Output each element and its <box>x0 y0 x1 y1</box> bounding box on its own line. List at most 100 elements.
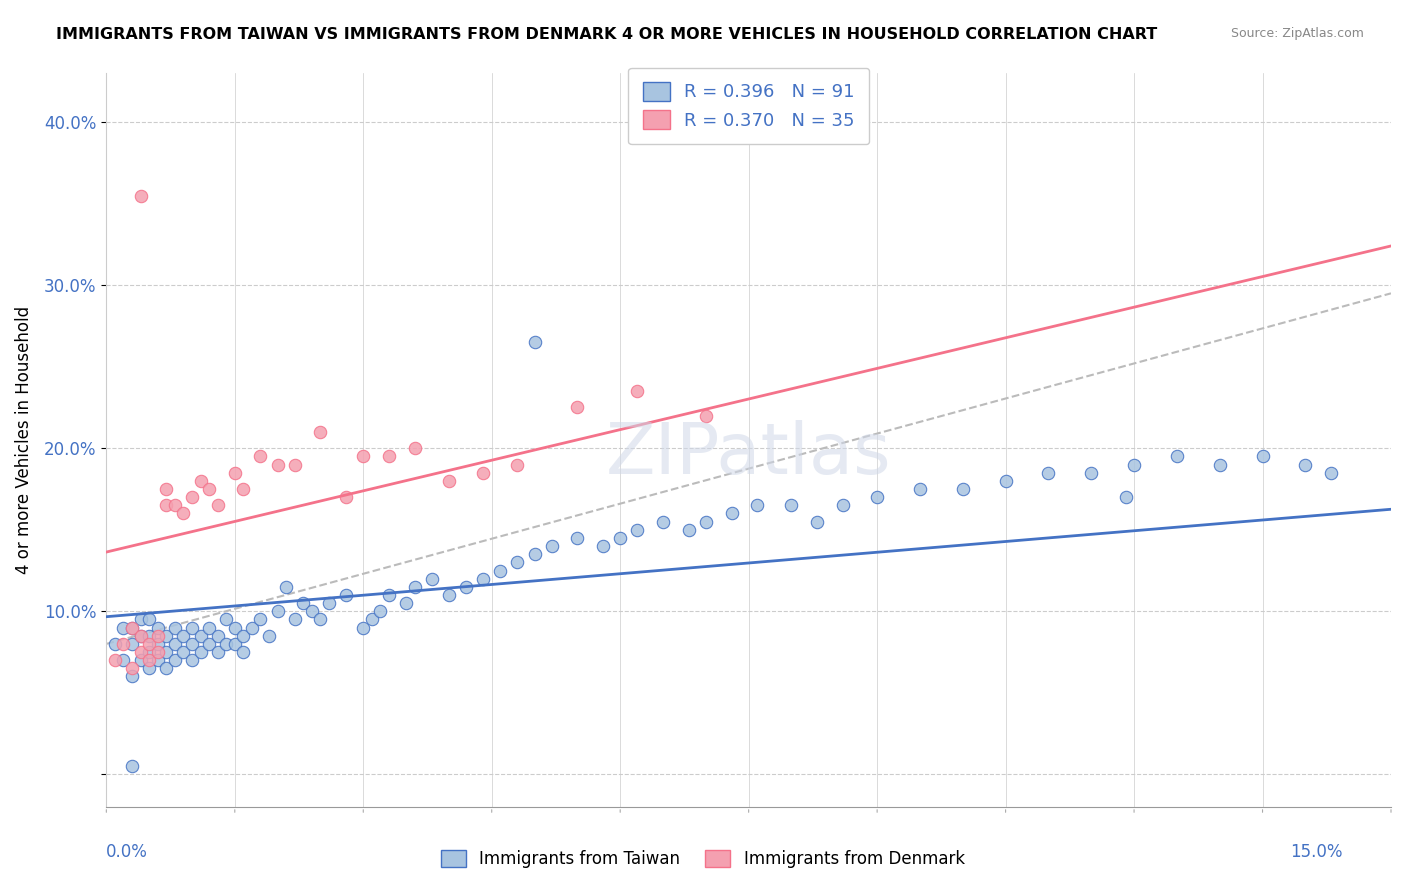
Point <box>190 629 212 643</box>
Point <box>146 645 169 659</box>
Point <box>146 629 169 643</box>
Point <box>146 621 169 635</box>
Point <box>207 629 229 643</box>
Legend: R = 0.396   N = 91, R = 0.370   N = 35: R = 0.396 N = 91, R = 0.370 N = 35 <box>628 68 869 145</box>
Point <box>352 450 374 464</box>
Point <box>121 637 143 651</box>
Point <box>232 645 254 659</box>
Point <box>104 653 127 667</box>
Y-axis label: 4 or more Vehicles in Household: 4 or more Vehicles in Household <box>15 306 32 574</box>
Point <box>181 653 204 667</box>
Point <box>129 188 152 202</box>
Point <box>652 515 675 529</box>
Point <box>172 645 194 659</box>
Point <box>121 669 143 683</box>
Point <box>155 498 177 512</box>
Point <box>155 645 177 659</box>
Point <box>284 458 307 472</box>
Point <box>866 490 889 504</box>
Point <box>198 482 221 496</box>
Point <box>567 531 589 545</box>
Point <box>224 466 246 480</box>
Point <box>155 482 177 496</box>
Text: IMMIGRANTS FROM TAIWAN VS IMMIGRANTS FROM DENMARK 4 OR MORE VEHICLES IN HOUSEHOL: IMMIGRANTS FROM TAIWAN VS IMMIGRANTS FRO… <box>56 27 1157 42</box>
Point <box>163 498 186 512</box>
Point <box>908 482 931 496</box>
Point <box>352 621 374 635</box>
Point <box>232 629 254 643</box>
Point <box>1209 458 1232 472</box>
Point <box>301 604 323 618</box>
Point <box>540 539 562 553</box>
Point <box>378 588 401 602</box>
Point <box>112 637 135 651</box>
Point <box>104 637 127 651</box>
Point <box>138 629 160 643</box>
Point <box>155 661 177 675</box>
Point <box>121 661 143 675</box>
Point <box>592 539 614 553</box>
Point <box>292 596 315 610</box>
Point <box>232 482 254 496</box>
Text: 15.0%: 15.0% <box>1291 843 1343 861</box>
Point <box>155 629 177 643</box>
Legend: Immigrants from Taiwan, Immigrants from Denmark: Immigrants from Taiwan, Immigrants from … <box>434 843 972 875</box>
Point <box>404 442 426 456</box>
Point <box>284 612 307 626</box>
Point <box>994 474 1017 488</box>
Point <box>1038 466 1060 480</box>
Point <box>695 409 717 423</box>
Point <box>309 612 332 626</box>
Point <box>257 629 280 643</box>
Point <box>129 612 152 626</box>
Point <box>129 653 152 667</box>
Point <box>276 580 298 594</box>
Point <box>1320 466 1343 480</box>
Text: ZIPatlas: ZIPatlas <box>606 420 891 489</box>
Point <box>489 564 512 578</box>
Point <box>472 466 495 480</box>
Point <box>138 637 160 651</box>
Point <box>1080 466 1102 480</box>
Point <box>626 384 648 399</box>
Point <box>146 653 169 667</box>
Point <box>523 335 546 350</box>
Point <box>215 612 238 626</box>
Point <box>780 498 803 512</box>
Point <box>523 547 546 561</box>
Point <box>172 507 194 521</box>
Point <box>112 653 135 667</box>
Point <box>138 661 160 675</box>
Point <box>224 637 246 651</box>
Point <box>454 580 477 594</box>
Point <box>695 515 717 529</box>
Point <box>335 490 357 504</box>
Point <box>437 588 460 602</box>
Point <box>146 637 169 651</box>
Point <box>952 482 974 496</box>
Point <box>249 612 271 626</box>
Point <box>129 645 152 659</box>
Point <box>404 580 426 594</box>
Point <box>129 629 152 643</box>
Point <box>1294 458 1316 472</box>
Point <box>1251 450 1274 464</box>
Point <box>163 621 186 635</box>
Point <box>506 458 529 472</box>
Point <box>198 637 221 651</box>
Point <box>370 604 392 618</box>
Point <box>138 653 160 667</box>
Point <box>1114 490 1136 504</box>
Point <box>163 653 186 667</box>
Point <box>181 621 204 635</box>
Point <box>747 498 769 512</box>
Point <box>190 474 212 488</box>
Point <box>678 523 700 537</box>
Point <box>567 401 589 415</box>
Point <box>249 450 271 464</box>
Point <box>1123 458 1146 472</box>
Point <box>207 645 229 659</box>
Point <box>609 531 631 545</box>
Point <box>198 621 221 635</box>
Point <box>806 515 828 529</box>
